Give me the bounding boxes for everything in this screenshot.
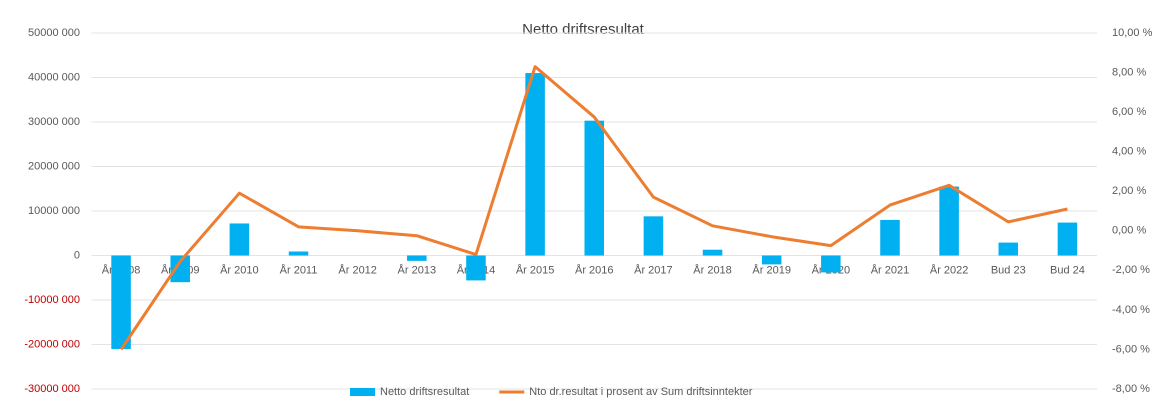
chart-title: Netto driftsresultat	[522, 21, 645, 38]
bar	[229, 223, 250, 256]
y-tick-label: 10000 000	[28, 205, 80, 217]
x-tick-label: År 2021	[871, 263, 910, 276]
y-tick-label: -20000 000	[24, 338, 80, 350]
bar	[584, 120, 605, 256]
x-tick-label: År 2018	[693, 263, 732, 276]
x-tick-label: År 2016	[575, 263, 614, 276]
x-tick-label: År 2010	[220, 263, 259, 276]
y-tick-label: -10000 000	[24, 294, 80, 306]
x-tick-label: Bud 24	[1050, 264, 1085, 276]
y2-tick-label: -8,00 %	[1112, 383, 1150, 395]
bar	[407, 255, 427, 261]
x-tick-label: År 2011	[280, 263, 318, 276]
x-tick-label: Bud 23	[991, 264, 1026, 276]
x-tick-label: År 2017	[634, 263, 673, 276]
bar	[643, 216, 664, 256]
bar	[170, 255, 190, 283]
y-tick-label: 50000 000	[28, 27, 80, 39]
bar	[111, 255, 131, 349]
y-tick-label: -30000 000	[24, 383, 80, 395]
legend-label: Nto dr.resultat i prosent av Sum driftsi…	[529, 386, 752, 398]
y-tick-label: 0	[74, 249, 80, 261]
bar	[880, 219, 900, 256]
y2-tick-label: -2,00 %	[1112, 264, 1150, 276]
y2-tick-label: -6,00 %	[1112, 343, 1150, 355]
bar	[288, 251, 309, 256]
y2-tick-label: -4,00 %	[1112, 304, 1150, 316]
x-tick-label: År 2012	[338, 263, 377, 276]
legend-swatch	[350, 388, 375, 396]
y2-tick-label: 4,00 %	[1112, 146, 1146, 158]
bar	[702, 249, 723, 256]
bar	[1057, 222, 1078, 256]
x-tick-label: År 2022	[930, 263, 969, 276]
legend-label: Netto driftsresultat	[380, 386, 469, 398]
y2-tick-label: 6,00 %	[1112, 106, 1146, 118]
bar	[761, 255, 782, 265]
bar	[998, 242, 1019, 256]
y2-tick-label: 10,00 %	[1112, 27, 1153, 39]
bar	[939, 186, 959, 256]
bar	[821, 255, 841, 273]
y2-tick-label: 0,00 %	[1112, 225, 1146, 237]
bar	[525, 73, 545, 256]
line	[119, 65, 1068, 351]
y-tick-label: 30000 000	[28, 116, 80, 128]
y2-tick-label: 2,00 %	[1112, 185, 1146, 197]
y2-tick-label: 8,00 %	[1112, 66, 1146, 78]
bar	[466, 255, 486, 281]
y-tick-label: 20000 000	[28, 160, 80, 172]
x-tick-label: År 2019	[752, 263, 791, 276]
x-tick-label: År 2013	[398, 263, 437, 276]
x-tick-label: År 2015	[516, 263, 555, 276]
y-tick-label: 40000 000	[28, 71, 80, 83]
